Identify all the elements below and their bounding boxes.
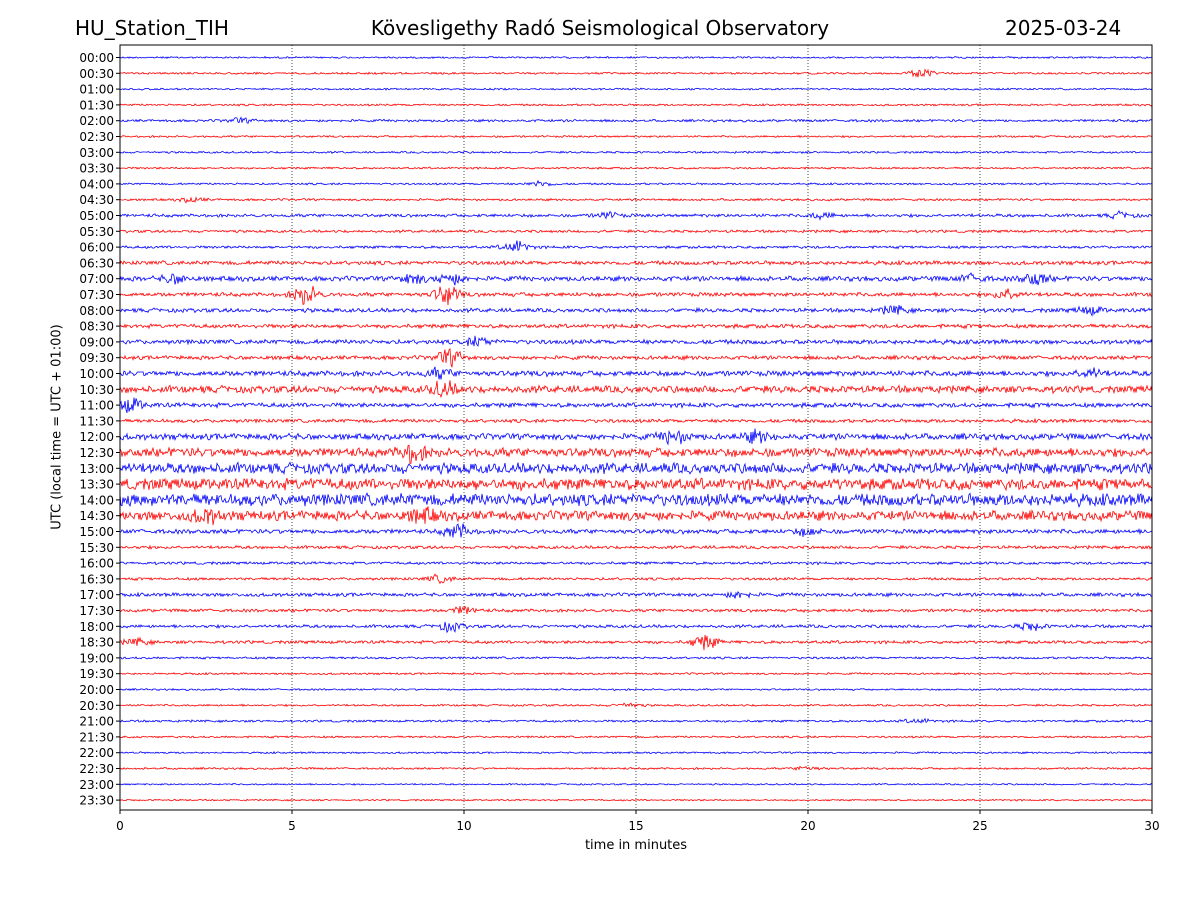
y-tick-label: 06:30 xyxy=(79,256,114,270)
y-tick-label: 22:00 xyxy=(79,746,114,760)
y-tick-label: 09:30 xyxy=(79,351,114,365)
trace-0100 xyxy=(119,87,1153,91)
y-tick-label: 16:00 xyxy=(79,557,114,571)
x-tick-label: 10 xyxy=(456,819,471,833)
y-tick-label: 20:00 xyxy=(79,683,114,697)
trace-0730 xyxy=(119,286,1153,306)
y-tick-label: 06:00 xyxy=(79,241,114,255)
trace-2330 xyxy=(119,798,1153,802)
y-tick-label: 03:00 xyxy=(79,146,114,160)
y-tick-label: 08:30 xyxy=(79,320,114,334)
y-tick-label: 21:30 xyxy=(79,730,114,744)
trace-1230 xyxy=(119,444,1153,464)
x-tick-label: 25 xyxy=(972,819,987,833)
y-tick-label: 09:00 xyxy=(79,335,114,349)
y-tick-label: 23:00 xyxy=(79,778,114,792)
trace-1000 xyxy=(119,366,1153,380)
trace-1500 xyxy=(119,523,1153,538)
trace-0900 xyxy=(119,335,1153,347)
trace-0030 xyxy=(119,68,1153,78)
x-tick-label: 15 xyxy=(628,819,643,833)
y-tick-label: 17:30 xyxy=(79,604,114,618)
trace-0930 xyxy=(119,347,1153,368)
trace-0430 xyxy=(119,196,1153,204)
y-tick-label: 19:00 xyxy=(79,651,114,665)
y-tick-label: 14:00 xyxy=(79,493,114,507)
y-tick-label: 15:30 xyxy=(79,541,114,555)
trace-1130 xyxy=(119,417,1153,424)
y-tick-label: 10:00 xyxy=(79,367,114,381)
y-tick-label: 00:30 xyxy=(79,67,114,81)
y-tick-label: 12:30 xyxy=(79,446,114,460)
y-tick-label: 07:30 xyxy=(79,288,114,302)
observatory-title: Kövesligethy Radó Seismological Observat… xyxy=(370,16,830,40)
y-tick-label: 02:00 xyxy=(79,114,114,128)
x-tick-label: 20 xyxy=(800,819,815,833)
y-tick-label: 02:30 xyxy=(79,130,114,144)
y-tick-label: 05:30 xyxy=(79,225,114,239)
y-tick-label: 21:00 xyxy=(79,715,114,729)
y-tick-label: 11:00 xyxy=(79,399,114,413)
y-tick-label: 18:30 xyxy=(79,636,114,650)
y-tick-label: 05:00 xyxy=(79,209,114,223)
trace-1930 xyxy=(119,671,1153,676)
trace-1700 xyxy=(119,591,1153,599)
record-date: 2025-03-24 xyxy=(1005,16,1122,40)
trace-1100 xyxy=(119,397,1153,414)
y-tick-label: 04:30 xyxy=(79,193,114,207)
trace-1400 xyxy=(119,492,1153,508)
y-tick-label: 23:30 xyxy=(79,794,114,808)
x-axis-ticks: 0 5 10 15 20 25 30 xyxy=(116,810,1160,833)
y-tick-label: 01:00 xyxy=(79,83,114,97)
y-tick-label: 13:00 xyxy=(79,462,114,476)
y-tick-label: 20:30 xyxy=(79,699,114,713)
y-tick-label: 13:30 xyxy=(79,478,114,492)
y-tick-label: 15:00 xyxy=(79,525,114,539)
y-axis-label: UTC (local time = UTC + 01:00) xyxy=(49,324,65,530)
trace-1030 xyxy=(119,380,1153,399)
x-tick-label: 5 xyxy=(288,819,296,833)
station-name: HU_Station_TIH xyxy=(75,16,229,40)
y-tick-label: 04:00 xyxy=(79,177,114,191)
y-tick-label: 03:30 xyxy=(79,162,114,176)
y-tick-label: 17:00 xyxy=(79,588,114,602)
y-tick-label: 08:00 xyxy=(79,304,114,318)
y-tick-label: 00:00 xyxy=(79,51,114,65)
trace-0500 xyxy=(119,210,1153,221)
y-tick-label: 07:00 xyxy=(79,272,114,286)
y-tick-label: 22:30 xyxy=(79,762,114,776)
trace-1200 xyxy=(119,428,1153,446)
y-tick-label: 18:00 xyxy=(79,620,114,634)
x-tick-label: 0 xyxy=(116,819,124,833)
x-axis-label: time in minutes xyxy=(584,838,688,853)
y-tick-label: 14:30 xyxy=(79,509,114,523)
grid-lines xyxy=(291,45,981,810)
trace-2130 xyxy=(119,735,1153,739)
y-tick-label: 11:30 xyxy=(79,414,114,428)
x-tick-label: 30 xyxy=(1144,819,1159,833)
y-tick-label: 10:30 xyxy=(79,383,114,397)
trace-1300 xyxy=(119,461,1153,476)
y-tick-label: 16:30 xyxy=(79,572,114,586)
trace-1330 xyxy=(119,477,1153,492)
y-tick-label: 12:00 xyxy=(79,430,114,444)
y-tick-label: 19:30 xyxy=(79,667,114,681)
y-tick-label: 01:30 xyxy=(79,98,114,112)
